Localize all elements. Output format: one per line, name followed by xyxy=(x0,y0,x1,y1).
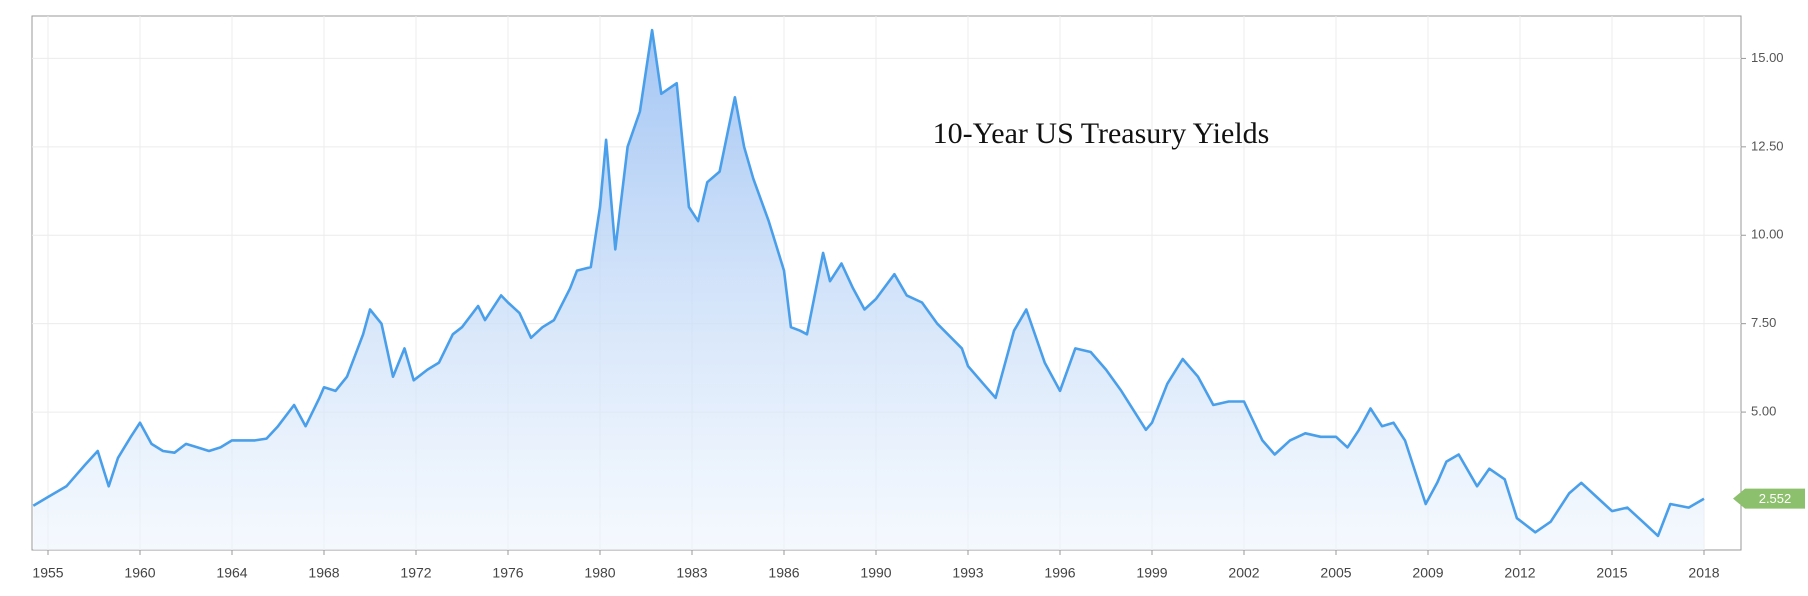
last-value-badge xyxy=(1733,488,1805,509)
x-tick-label: 1976 xyxy=(492,565,523,581)
x-tick-label: 2018 xyxy=(1688,565,1719,581)
x-tick-label: 1983 xyxy=(676,565,707,581)
marks xyxy=(32,28,1705,551)
y-tick-label: 10.00 xyxy=(1751,227,1784,242)
x-tick-label: 1996 xyxy=(1044,565,1075,581)
y-tick-label: 15.00 xyxy=(1751,50,1784,65)
labels: 5.00 7.50 10.00 12.50 15.00 1955 1960 1964 1968 1… xyxy=(32,50,1805,581)
x-tick-label: 1993 xyxy=(952,565,983,581)
x-tick-label: 2002 xyxy=(1228,565,1259,581)
y-tick-label: 5.00 xyxy=(1751,404,1776,419)
x-tick-label: 1955 xyxy=(32,565,63,581)
x-tick-label: 1972 xyxy=(400,565,431,581)
x-tick-label: 1968 xyxy=(308,565,339,581)
x-tick-label: 1960 xyxy=(124,565,155,581)
x-tick-label: 2015 xyxy=(1596,565,1627,581)
last-value-label: 2.552 xyxy=(1759,491,1792,506)
y-tick-label: 12.50 xyxy=(1751,138,1784,153)
grid xyxy=(32,16,1746,555)
x-tick-label: 1980 xyxy=(584,565,615,581)
x-tick-label: 2005 xyxy=(1320,565,1351,581)
x-tick-label: 1964 xyxy=(216,565,247,581)
area-fill xyxy=(33,30,1704,551)
line xyxy=(32,28,1705,538)
x-tick-label: 1986 xyxy=(768,565,799,581)
x-tick-label: 1999 xyxy=(1136,565,1167,581)
chart-title: 10-Year US Treasury Yields xyxy=(933,117,1270,150)
x-tick-label: 2009 xyxy=(1412,565,1443,581)
x-tick-label: 1990 xyxy=(860,565,891,581)
y-tick-label: 7.50 xyxy=(1751,315,1776,330)
x-tick-label: 2012 xyxy=(1504,565,1535,581)
